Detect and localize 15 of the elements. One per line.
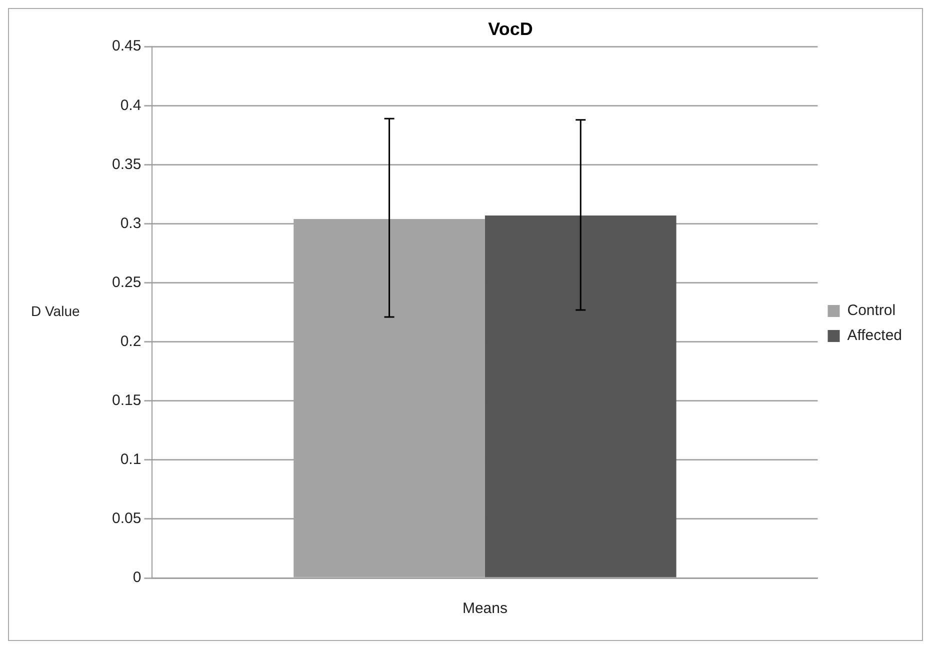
x-tick-label: Means [462, 600, 508, 618]
y-tick-label: 0.3 [120, 214, 142, 232]
y-tick-label: 0.25 [112, 274, 142, 291]
y-tick-label: 0.4 [120, 96, 142, 114]
y-tick-label: 0.45 [112, 38, 142, 55]
y-tick-label: 0.35 [112, 156, 142, 173]
y-tick-label: 0 [132, 569, 142, 586]
chart-title: VocD [488, 18, 533, 39]
y-tick-label: 0.05 [112, 510, 142, 528]
y-tick-label: 0.1 [120, 451, 142, 468]
y-tick-label: 0.15 [112, 392, 142, 410]
legend-label: Control [847, 302, 896, 320]
y-tick-label: 0.2 [120, 332, 142, 350]
legend-label: Affected [847, 327, 902, 344]
y-axis-title: D Value [31, 303, 80, 320]
